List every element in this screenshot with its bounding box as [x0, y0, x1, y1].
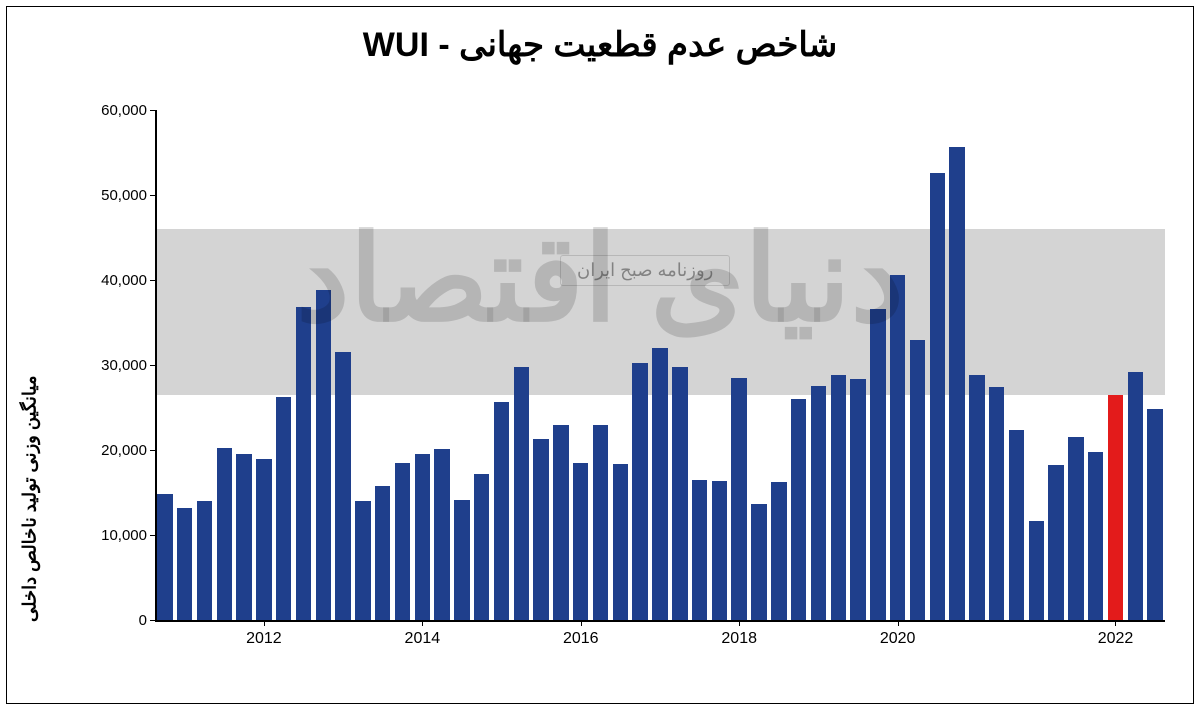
y-tick-label: 60,000	[67, 102, 147, 119]
bar	[593, 425, 608, 621]
y-tick-label: 30,000	[67, 357, 147, 374]
bar	[454, 500, 469, 620]
bar	[791, 399, 806, 620]
bar	[850, 379, 865, 620]
bar	[494, 402, 509, 620]
bar	[1147, 409, 1162, 620]
x-tick-label: 2012	[246, 630, 282, 648]
bar	[296, 307, 311, 620]
y-tick-label: 20,000	[67, 442, 147, 459]
bar	[613, 464, 628, 620]
bar	[217, 448, 232, 620]
bar	[256, 459, 271, 620]
x-tick-label: 2014	[405, 630, 441, 648]
bar	[1009, 430, 1024, 620]
bar	[514, 367, 529, 620]
bar	[1068, 437, 1083, 620]
bar	[831, 375, 846, 620]
bar	[1108, 395, 1123, 620]
bar	[355, 501, 370, 620]
bar	[672, 367, 687, 620]
bar	[910, 340, 925, 620]
bar	[533, 439, 548, 620]
bar	[316, 290, 331, 620]
bar	[1029, 521, 1044, 620]
bar	[1048, 465, 1063, 620]
x-tick-label: 2022	[1098, 630, 1134, 648]
bar	[949, 147, 964, 620]
bar	[989, 387, 1004, 620]
bar	[969, 375, 984, 620]
bar	[712, 481, 727, 620]
bar	[197, 501, 212, 620]
y-tick-label: 0	[67, 612, 147, 629]
y-tick-label: 40,000	[67, 272, 147, 289]
bar	[276, 397, 291, 620]
y-axis	[155, 110, 157, 620]
bar	[177, 508, 192, 620]
x-tick-label: 2016	[563, 630, 599, 648]
bar	[573, 463, 588, 620]
bar	[375, 486, 390, 620]
bar	[811, 386, 826, 620]
bar	[434, 449, 449, 620]
bar	[751, 504, 766, 620]
chart-title: شاخص عدم قطعیت جهانی - WUI	[0, 25, 1200, 65]
bar	[474, 474, 489, 620]
bar	[652, 348, 667, 620]
bar	[553, 425, 568, 621]
x-axis	[155, 620, 1165, 622]
bar	[236, 454, 251, 620]
bar	[692, 480, 707, 620]
plot-area	[155, 110, 1165, 620]
bar	[395, 463, 410, 620]
bar	[632, 363, 647, 620]
bar	[771, 482, 786, 620]
bar	[157, 494, 172, 620]
bar	[335, 352, 350, 620]
bar	[1128, 372, 1143, 620]
bar	[870, 309, 885, 620]
bar	[890, 275, 905, 620]
x-tick-label: 2020	[880, 630, 916, 648]
bar	[415, 454, 430, 620]
x-tick-label: 2018	[721, 630, 757, 648]
y-tick-label: 50,000	[67, 187, 147, 204]
y-tick-label: 10,000	[67, 527, 147, 544]
bar	[731, 378, 746, 620]
bar	[930, 173, 945, 620]
bar	[1088, 452, 1103, 620]
